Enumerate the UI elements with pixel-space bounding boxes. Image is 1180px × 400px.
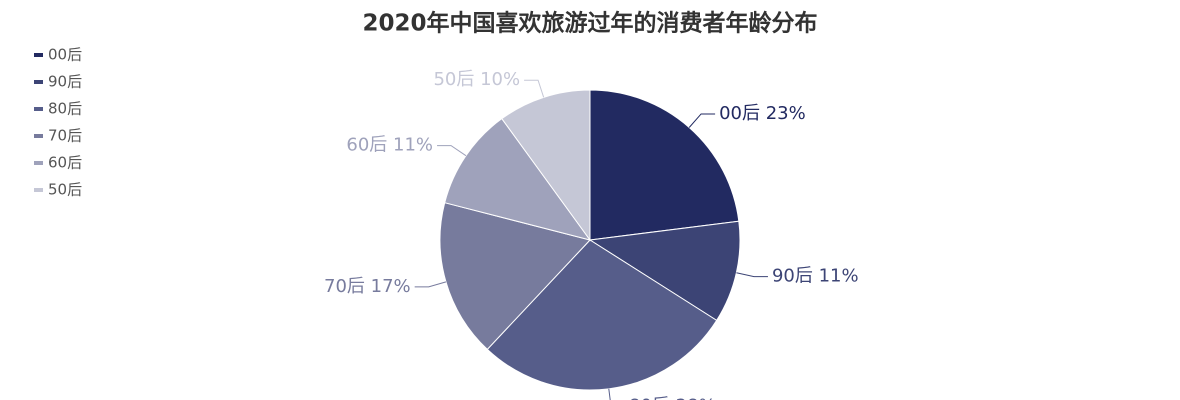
leader-line [688,113,716,128]
leader-line [437,145,467,157]
legend-marker [34,188,43,192]
legend-label: 80后 [48,100,82,118]
legend-label: 50后 [48,181,82,199]
data-label: 80后 28% [629,396,716,400]
leader-line [608,388,611,400]
data-label: 00后 23% [719,103,806,124]
pie-slice [588,220,741,322]
data-label: 90后 11% [772,266,859,287]
legend-label: 00后 [48,46,82,64]
legend-marker [34,53,43,57]
legend-marker [34,161,43,165]
data-label: 50后 10% [433,69,520,90]
legend-marker [34,80,43,84]
leader-line [736,272,768,278]
leader-line [524,79,545,98]
pie-slice [444,117,592,241]
chart-title: 2020年中国喜欢旅游过年的消费者年龄分布 [362,10,817,37]
pie-slice [589,89,740,241]
legend-marker [34,107,43,111]
legend-marker [34,134,43,138]
legend-label: 60后 [48,154,82,172]
pie-slice [486,239,718,391]
pie-slice [439,202,591,351]
legend-label: 70后 [48,127,82,145]
legend-label: 90后 [48,73,82,91]
data-label: 70后 17% [324,276,411,297]
data-label: 60后 11% [346,135,433,156]
leader-line [414,281,447,288]
